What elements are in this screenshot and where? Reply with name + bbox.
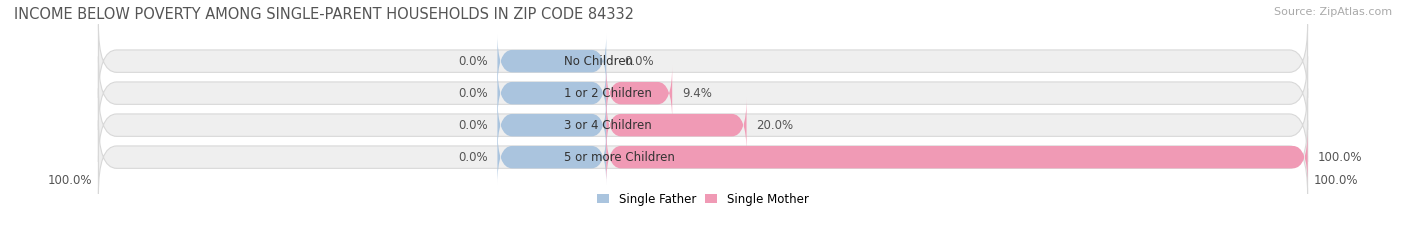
Text: Source: ZipAtlas.com: Source: ZipAtlas.com xyxy=(1274,7,1392,17)
Text: 0.0%: 0.0% xyxy=(458,55,488,68)
Text: INCOME BELOW POVERTY AMONG SINGLE-PARENT HOUSEHOLDS IN ZIP CODE 84332: INCOME BELOW POVERTY AMONG SINGLE-PARENT… xyxy=(14,7,634,22)
Text: 9.4%: 9.4% xyxy=(682,87,711,100)
Text: 100.0%: 100.0% xyxy=(48,174,93,187)
FancyBboxPatch shape xyxy=(498,66,606,120)
FancyBboxPatch shape xyxy=(606,66,672,120)
FancyBboxPatch shape xyxy=(98,56,1308,130)
Text: 100.0%: 100.0% xyxy=(1317,151,1362,164)
FancyBboxPatch shape xyxy=(98,88,1308,162)
FancyBboxPatch shape xyxy=(498,130,606,184)
Text: 0.0%: 0.0% xyxy=(458,151,488,164)
Text: 100.0%: 100.0% xyxy=(1313,174,1358,187)
FancyBboxPatch shape xyxy=(606,130,1308,184)
Text: 5 or more Children: 5 or more Children xyxy=(564,151,675,164)
Text: 0.0%: 0.0% xyxy=(458,119,488,132)
FancyBboxPatch shape xyxy=(498,34,606,88)
FancyBboxPatch shape xyxy=(98,24,1308,98)
Text: 0.0%: 0.0% xyxy=(458,87,488,100)
FancyBboxPatch shape xyxy=(98,120,1308,194)
Text: No Children: No Children xyxy=(564,55,633,68)
Text: 20.0%: 20.0% xyxy=(756,119,793,132)
FancyBboxPatch shape xyxy=(606,98,747,152)
Text: 1 or 2 Children: 1 or 2 Children xyxy=(564,87,652,100)
Text: 0.0%: 0.0% xyxy=(624,55,654,68)
FancyBboxPatch shape xyxy=(498,98,606,152)
Legend: Single Father, Single Mother: Single Father, Single Mother xyxy=(598,193,808,206)
Text: 3 or 4 Children: 3 or 4 Children xyxy=(564,119,652,132)
